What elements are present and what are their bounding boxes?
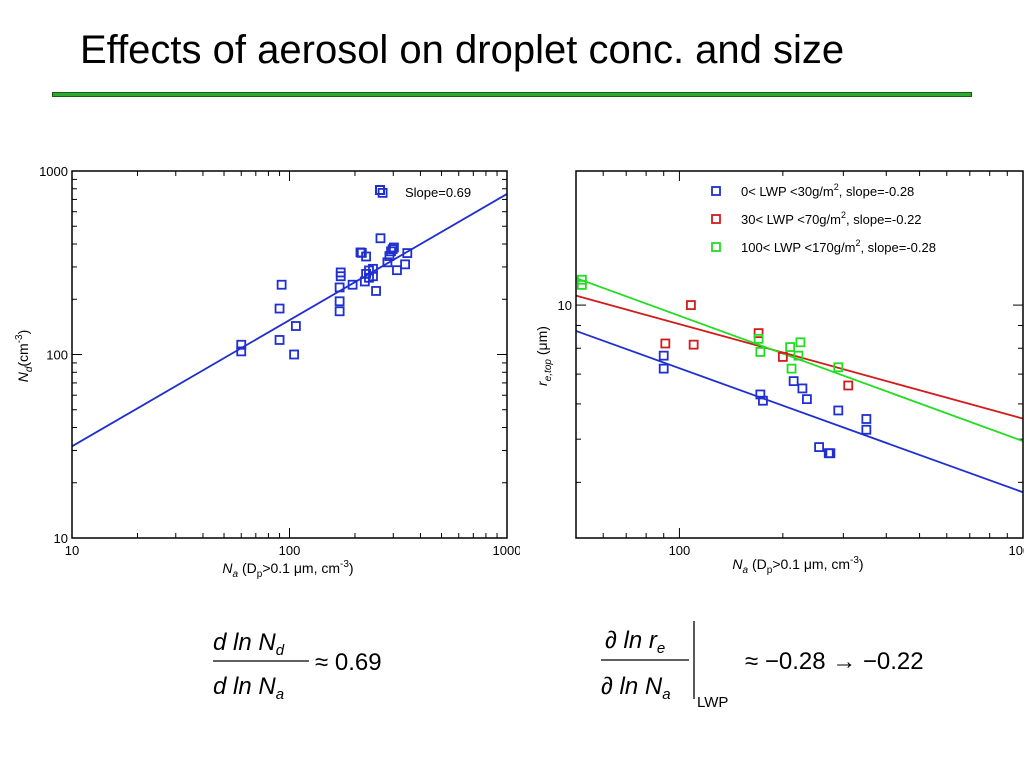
data-point [795, 337, 806, 348]
data-point [777, 352, 788, 362]
data-point [387, 244, 398, 255]
y-tick-label: 1000 [39, 164, 68, 179]
nd-vs-na-chart: 10 100 1000 10 100 1000 Slope=0.69 Na (Dp>0.1… [14, 164, 520, 580]
svg-text:LWP: LWP [697, 694, 728, 711]
data-point [793, 350, 804, 361]
data-point [688, 339, 699, 350]
data-point [785, 342, 796, 352]
x-tick-label: 100 [669, 543, 691, 558]
data-point [371, 286, 381, 296]
data-point [814, 442, 825, 452]
y-tick-label: 10 [558, 298, 572, 313]
data-point [334, 306, 345, 317]
data-point [833, 362, 844, 373]
data-point [843, 380, 854, 391]
y-tick-label: 100 [46, 348, 68, 363]
x-axis-label: Na (Dp>0.1 μm, cm-3) [222, 559, 353, 580]
data-point [389, 242, 399, 253]
svg-text:∂ ln Na: ∂ ln Na [601, 673, 671, 703]
data-point [753, 333, 764, 344]
slide-title: Effects of aerosol on droplet conc. and … [80, 28, 845, 72]
legend-marker [375, 185, 385, 195]
data-point [361, 251, 371, 262]
data-point [377, 187, 388, 198]
data-point [755, 347, 766, 357]
svg-text:∂ ln re: ∂ ln re [605, 627, 665, 657]
data-point [236, 339, 247, 350]
legend-label: 30< LWP <70g/m2, slope=-0.22 [741, 210, 922, 227]
plot-frame [71, 170, 508, 539]
title-underline [52, 92, 972, 97]
legend-marker [711, 242, 721, 252]
data-point [400, 259, 410, 270]
data-point [833, 405, 844, 416]
data-point [825, 448, 836, 459]
data-point [576, 280, 587, 290]
data-point [347, 279, 358, 290]
data-point [658, 350, 669, 361]
data-point [788, 376, 799, 387]
legend-marker [711, 214, 721, 224]
data-point [861, 414, 872, 424]
x-tick-label: 1000 [493, 543, 520, 558]
fit-line [575, 330, 1024, 494]
data-point [289, 349, 300, 360]
svg-text:≈ −0.28 → −0.22: ≈ −0.28 → −0.22 [745, 648, 924, 675]
fit-line [575, 294, 1024, 420]
data-point [786, 363, 797, 374]
data-point [392, 265, 402, 276]
data-point [335, 267, 346, 278]
data-point [753, 328, 764, 339]
data-point [236, 346, 247, 357]
data-point [375, 233, 386, 244]
svg-text:≈ 0.69: ≈ 0.69 [315, 649, 382, 676]
y-axis-label: Nd(cm-3) [14, 330, 35, 383]
data-point [861, 424, 872, 435]
data-point [402, 248, 413, 258]
re-vs-na-chart: 100 1000 10 0< LWP <30g/m2, slope=-0.28 30<… [534, 170, 1024, 576]
legend-label: 100< LWP <170g/m2, slope=-0.28 [741, 238, 936, 255]
x-tick-label: 100 [279, 543, 301, 558]
data-point [660, 338, 671, 349]
data-point [276, 279, 287, 290]
data-point [368, 263, 378, 274]
data-point [758, 395, 768, 406]
data-point [334, 296, 345, 307]
data-point [334, 282, 345, 293]
data-point [802, 394, 812, 405]
x-tick-label: 10 [65, 543, 79, 558]
x-axis-label: Na (Dp>0.1 μm, cm-3) [732, 555, 863, 576]
data-point [576, 274, 587, 285]
data-point [686, 300, 696, 310]
equation-right: ∂ ln re ∂ ln Na LWP ≈ −0.28 → −0.22 [601, 621, 924, 711]
equation-left: d ln Nd d ln Na ≈ 0.69 [213, 629, 382, 703]
legend-marker [711, 186, 721, 196]
data-point [658, 363, 669, 374]
fit-line [71, 193, 508, 448]
x-tick-label: 1000 [1009, 543, 1024, 558]
y-tick-label: 10 [54, 531, 68, 546]
data-point [274, 303, 285, 314]
data-point [290, 321, 301, 331]
svg-text:d ln Nd: d ln Nd [213, 629, 285, 659]
legend-label: Slope=0.69 [405, 185, 471, 200]
data-point [382, 257, 393, 268]
data-point [797, 383, 808, 394]
data-point [274, 335, 285, 345]
legend-label: 0< LWP <30g/m2, slope=-0.28 [741, 182, 914, 199]
data-point [755, 389, 766, 400]
svg-text:d ln Na: d ln Na [213, 673, 284, 703]
y-axis-label: re,top (μm) [534, 326, 554, 386]
plot-frame [575, 170, 1024, 539]
